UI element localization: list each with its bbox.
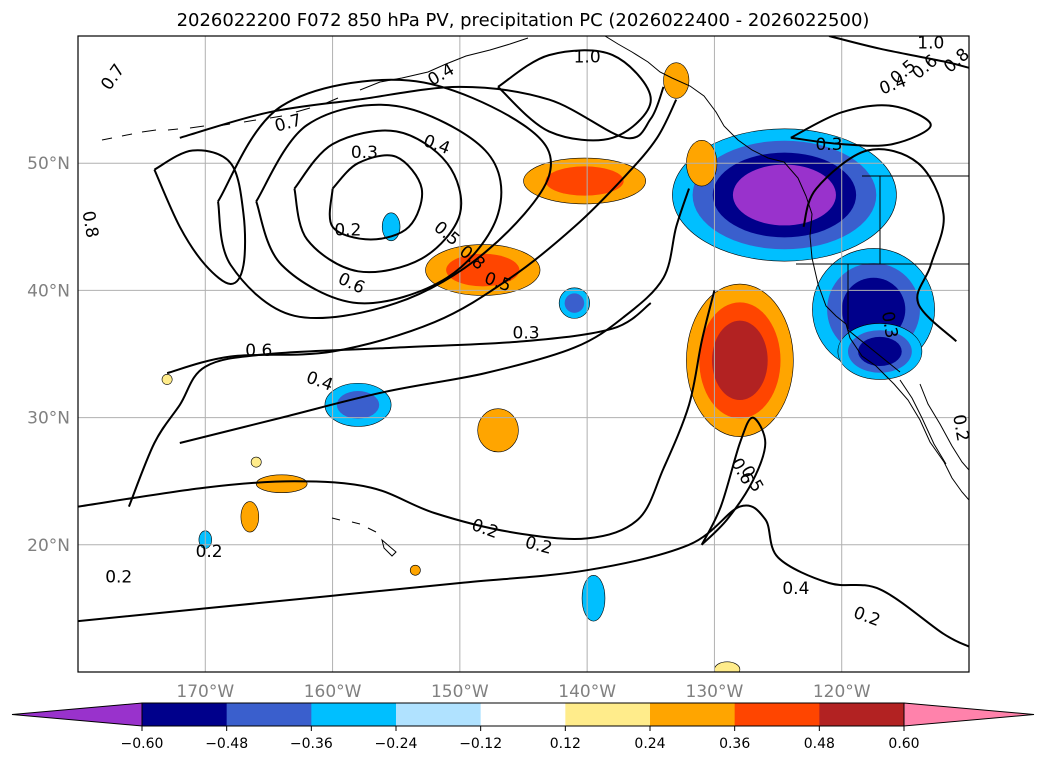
pv-contour-14 bbox=[255, 103, 503, 305]
x-tick-label-1: 160°W bbox=[304, 682, 362, 702]
contour-label-27: 0.2 bbox=[105, 568, 132, 588]
pv-contour-9 bbox=[153, 149, 247, 286]
precip-anomaly-8-level-0 bbox=[381, 212, 401, 242]
precip-anomaly-3-level-2 bbox=[712, 320, 768, 401]
pv-contour-0 bbox=[78, 504, 969, 648]
pv-contour-6 bbox=[700, 416, 767, 546]
colorbar-box-8 bbox=[819, 703, 905, 726]
precip-anomaly-5-level-1 bbox=[545, 166, 624, 196]
pv-contour-layer bbox=[78, 36, 969, 648]
contour-label-3: 1.0 bbox=[917, 33, 944, 53]
contour-label-11: 0.3 bbox=[815, 135, 842, 155]
chart-title: 2026022200 F072 850 hPa PV, precipitatio… bbox=[177, 10, 870, 31]
pv-contour-4 bbox=[790, 104, 932, 147]
precip-anomaly-13-level-0 bbox=[240, 501, 260, 533]
colorbar-box-0 bbox=[142, 703, 228, 726]
colorbar-label-1: −0.48 bbox=[205, 736, 248, 752]
colorbar: −0.60 −0.48 −0.36 −0.24 −0.12 0.12 0.24 0.36 0.4… bbox=[11, 702, 1035, 752]
precip-anomaly-12-level-0 bbox=[255, 474, 308, 493]
x-tick-label-5: 120°W bbox=[813, 682, 871, 702]
colorbar-box-6 bbox=[650, 703, 736, 726]
colorbar-label-8: 0.48 bbox=[804, 736, 835, 752]
colorbar-box-2 bbox=[311, 703, 397, 726]
contour-label-22: 0.2 bbox=[948, 413, 972, 443]
colorbar-extend-low bbox=[11, 702, 143, 727]
colorbar-box-5 bbox=[565, 703, 651, 726]
y-axis-ticks: 20°N 30°N 40°N 50°N bbox=[27, 154, 70, 556]
precip-anomaly-17-level-0 bbox=[161, 374, 173, 385]
colorbar-box-1 bbox=[226, 703, 312, 726]
pv-contour-5 bbox=[179, 188, 690, 444]
precip-anomaly-6-level-1 bbox=[446, 253, 520, 287]
colorbar-extend-high bbox=[903, 702, 1035, 727]
colorbar-label-9: 0.60 bbox=[888, 736, 919, 752]
precip-anomaly-18-level-0 bbox=[409, 564, 421, 576]
precip-anomaly-11-level-0 bbox=[477, 408, 519, 453]
contour-label-13: 0.2 bbox=[334, 220, 361, 240]
x-tick-label-2: 150°W bbox=[431, 682, 489, 702]
y-tick-label-3: 50°N bbox=[27, 154, 70, 174]
x-tick-label-0: 170°W bbox=[176, 682, 234, 702]
colorbar-label-3: −0.24 bbox=[375, 736, 418, 752]
pv-contour-15 bbox=[217, 78, 553, 319]
y-tick-label-2: 40°N bbox=[27, 281, 70, 301]
colorbar-label-7: 0.36 bbox=[719, 736, 750, 752]
contour-label-20: 0.6 bbox=[245, 341, 272, 361]
x-axis-ticks: 170°W 160°W 150°W 140°W 130°W 120°W bbox=[176, 682, 870, 702]
pv-contour-1 bbox=[78, 290, 716, 540]
precip-anomaly-2-level-2 bbox=[858, 336, 902, 367]
colorbar-label-2: −0.36 bbox=[290, 736, 333, 752]
y-tick-label-0: 20°N bbox=[27, 536, 70, 556]
pv-contour-13 bbox=[293, 129, 463, 274]
contour-label-9: 0.3 bbox=[351, 143, 378, 163]
precip-anomaly-19-level-0 bbox=[714, 661, 741, 672]
contour-label-2: 1.0 bbox=[574, 47, 601, 67]
precip-anomaly-10-level-1 bbox=[336, 391, 380, 419]
pv-contour-2 bbox=[127, 302, 652, 507]
contour-label-12: 0.8 bbox=[78, 209, 102, 239]
contour-label-26: 0.2 bbox=[196, 542, 223, 562]
contour-label-29: 0.4 bbox=[782, 579, 809, 599]
map-frame bbox=[77, 35, 970, 673]
baja-california bbox=[899, 379, 969, 471]
graticule bbox=[78, 36, 969, 672]
colorbar-box-4 bbox=[480, 703, 566, 726]
precip-anomaly-layer bbox=[161, 62, 935, 672]
colorbar-label-6: 0.24 bbox=[634, 736, 665, 752]
pv-contour-11 bbox=[828, 36, 969, 69]
x-tick-label-3: 140°W bbox=[558, 682, 616, 702]
hawaiian-islands bbox=[331, 517, 397, 557]
pv-contour-12 bbox=[328, 154, 424, 241]
north-america-coastline bbox=[604, 36, 969, 501]
colorbar-label-0: −0.60 bbox=[121, 736, 164, 752]
colorbar-box-7 bbox=[734, 703, 820, 726]
precip-anomaly-9-level-1 bbox=[564, 293, 585, 313]
precip-anomaly-14-level-0 bbox=[581, 575, 606, 622]
pv-contour-10 bbox=[497, 49, 652, 142]
precip-anomaly-16-level-0 bbox=[250, 456, 262, 468]
pv-contour-7 bbox=[166, 99, 678, 375]
precip-anomaly-0-level-3 bbox=[732, 164, 836, 226]
colorbar-frame bbox=[141, 702, 905, 727]
pv-contour-3 bbox=[802, 148, 958, 343]
y-tick-label-1: 30°N bbox=[27, 409, 70, 429]
colorbar-box-3 bbox=[396, 703, 482, 726]
contour-label-18: 0.3 bbox=[877, 310, 901, 340]
contour-label-19: 0.3 bbox=[513, 323, 540, 343]
precip-anomaly-7-level-0 bbox=[663, 62, 690, 99]
x-tick-label-4: 130°W bbox=[686, 682, 744, 702]
colorbar-label-5: 0.12 bbox=[550, 736, 581, 752]
colorbar-label-4: −0.12 bbox=[459, 736, 502, 752]
us-state-borders bbox=[796, 175, 969, 373]
